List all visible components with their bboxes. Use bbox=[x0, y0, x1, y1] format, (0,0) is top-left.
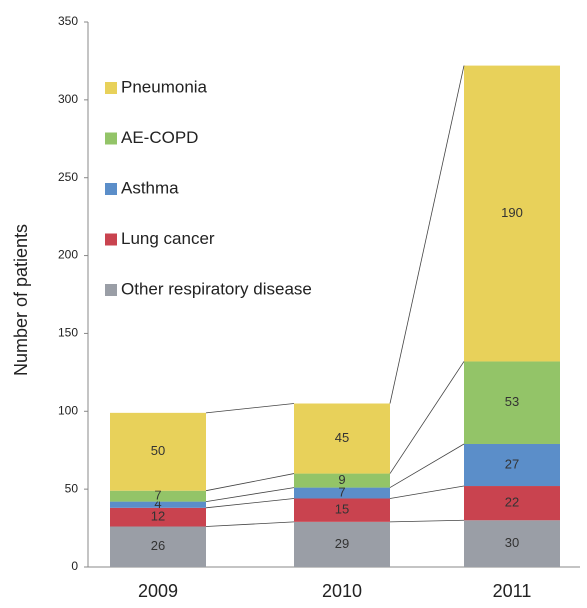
bar-segment bbox=[464, 520, 560, 567]
bar-segment bbox=[294, 521, 390, 567]
bar-segment bbox=[464, 361, 560, 444]
data-label: 27 bbox=[505, 456, 519, 471]
legend-swatch bbox=[105, 233, 117, 246]
legend-label: Lung cancer bbox=[121, 229, 215, 248]
bar-segment bbox=[464, 486, 560, 521]
bar-segment bbox=[294, 403, 390, 474]
x-tick-label: 2009 bbox=[138, 581, 178, 601]
connector-line bbox=[389, 485, 465, 499]
data-label: 29 bbox=[335, 536, 349, 551]
data-label: 4 bbox=[154, 496, 161, 511]
y-tick-label: 300 bbox=[58, 92, 78, 106]
data-label: 50 bbox=[151, 443, 165, 458]
y-tick-label: 200 bbox=[58, 248, 78, 262]
bar-segment bbox=[294, 473, 390, 488]
y-tick-label: 50 bbox=[65, 481, 79, 495]
bar-segment bbox=[110, 490, 206, 502]
legend-swatch bbox=[105, 284, 117, 296]
legend-label: Pneumonia bbox=[121, 77, 208, 96]
data-label: 7 bbox=[338, 484, 345, 499]
connector-line bbox=[205, 487, 295, 502]
bar-segment bbox=[464, 65, 560, 362]
data-label: 53 bbox=[505, 394, 519, 409]
connector-line bbox=[389, 361, 465, 474]
connector-line bbox=[205, 473, 295, 492]
legend-label: Other respiratory disease bbox=[121, 279, 312, 298]
data-label: 45 bbox=[335, 430, 349, 445]
y-tick-label: 100 bbox=[58, 403, 78, 417]
data-label: 9 bbox=[338, 472, 345, 487]
legend-swatch bbox=[105, 183, 117, 195]
bar-segment bbox=[294, 498, 390, 522]
bar-segment bbox=[110, 501, 206, 508]
connector-line bbox=[389, 443, 465, 488]
y-tick-label: 250 bbox=[58, 170, 78, 184]
data-label: 190 bbox=[501, 205, 523, 220]
y-tick-label: 350 bbox=[58, 14, 78, 28]
legend-label: AE-COPD bbox=[121, 128, 198, 147]
legend-swatch bbox=[105, 132, 117, 145]
y-tick-label: 0 bbox=[71, 559, 78, 573]
legend-swatch bbox=[105, 82, 117, 94]
data-label: 7 bbox=[154, 488, 161, 503]
connector-line bbox=[389, 65, 465, 404]
x-tick-label: 2011 bbox=[493, 581, 532, 601]
bar-segment bbox=[464, 443, 560, 487]
connector-line bbox=[205, 521, 295, 527]
data-label: 26 bbox=[151, 538, 165, 553]
connector-line bbox=[205, 498, 295, 509]
data-label: 30 bbox=[505, 535, 519, 550]
y-tick-label: 150 bbox=[58, 326, 78, 340]
x-tick-label: 2010 bbox=[322, 581, 362, 601]
data-label: 12 bbox=[151, 509, 165, 524]
data-label: 15 bbox=[335, 502, 349, 517]
connector-line bbox=[389, 519, 465, 523]
data-label: 22 bbox=[505, 495, 519, 510]
y-axis-label: Number of patients bbox=[11, 224, 31, 376]
connector-line bbox=[205, 403, 295, 414]
bar-segment bbox=[294, 487, 390, 499]
bar-segment bbox=[110, 526, 206, 567]
bar-segment bbox=[110, 412, 206, 491]
bar-segment bbox=[110, 507, 206, 527]
legend-label: Asthma bbox=[121, 178, 179, 197]
